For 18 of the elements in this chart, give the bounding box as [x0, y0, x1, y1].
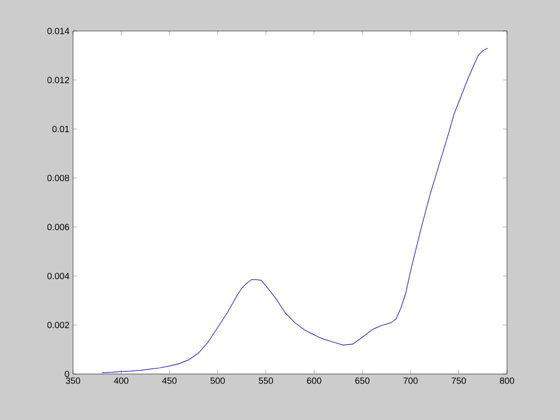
x-tick-label: 500 — [210, 378, 225, 384]
y-tick-label: 0.002 — [47, 322, 70, 328]
y-tick-label: 0.014 — [47, 28, 70, 34]
x-tick-label: 350 — [66, 378, 80, 384]
y-tick-label: 0.006 — [47, 224, 70, 230]
y-tick-label: 0.008 — [47, 174, 70, 182]
x-tick-label: 700 — [404, 378, 418, 384]
y-tick-label: 0.004 — [47, 272, 70, 280]
y-tick-label: 0.012 — [47, 76, 70, 84]
x-tick-label: 800 — [500, 378, 514, 384]
x-tick-label: 550 — [258, 378, 274, 384]
x-tick-label: 750 — [452, 378, 466, 384]
x-tick-label: 650 — [355, 378, 370, 384]
y-tick-label: 0.01 — [52, 126, 70, 132]
x-tick-label: 600 — [307, 378, 322, 384]
x-tick-label: 450 — [162, 378, 177, 384]
x-tick-label: 400 — [114, 378, 128, 384]
y-tick-label: 0 — [64, 370, 70, 378]
